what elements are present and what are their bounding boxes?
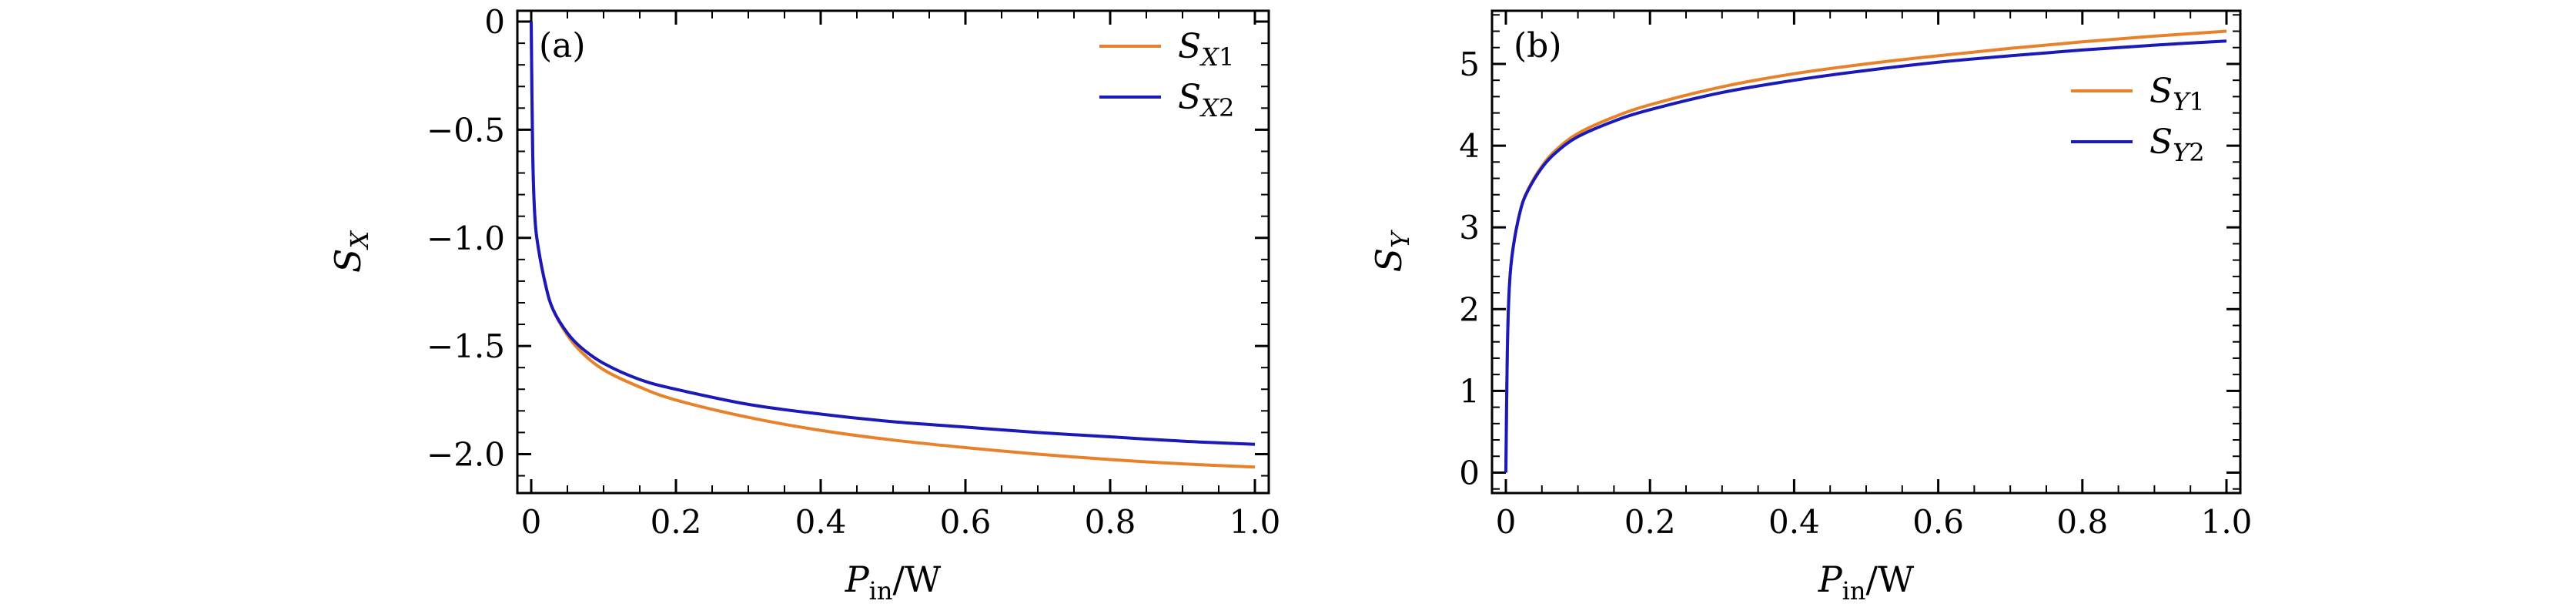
legend-label-sx2: SX2 (1178, 78, 1234, 122)
x-tick-label: 0.2 (1624, 503, 1676, 541)
x-axis-label: Pin/W (845, 559, 942, 606)
y-axis-label: SX (327, 230, 374, 273)
legend-label-sy2: SY2 (2149, 122, 2205, 167)
y-tick-label: 0 (1459, 454, 1480, 492)
x-tick-label: 0.6 (1912, 503, 1964, 541)
x-tick-label: 0 (521, 503, 542, 541)
y-tick-label: 1 (1459, 372, 1480, 410)
x-tick-label: 0.4 (1768, 503, 1820, 541)
x-tick-label: 1.0 (2201, 503, 2253, 541)
x-tick-label: 0.4 (795, 503, 847, 541)
panel-a: 0 0.2 0.4 0.6 0.8 1.0 0 −0.5 −1.0 −1.5 −2.0 SX1 SX2 (… (327, 3, 1280, 606)
y-tick-label: −1.5 (427, 327, 505, 365)
x-tick-label: 0 (1496, 503, 1517, 541)
legend-label-sx1: SX1 (1178, 27, 1234, 72)
y-tick-label: −2.0 (427, 435, 505, 473)
panel-label: (b) (1514, 26, 1562, 65)
series-line-sx2 (530, 21, 1256, 446)
y-tick-label: 2 (1459, 290, 1480, 328)
series-line-sy2 (1504, 39, 2227, 473)
x-axis-label: Pin/W (1818, 559, 1915, 606)
series-line-sx1 (530, 21, 1256, 469)
legend-label-sy1: SY1 (2149, 72, 2205, 116)
x-tick-label: 0.8 (2056, 503, 2108, 541)
x-tick-label: 0.2 (651, 503, 702, 541)
y-axis-label: SY (1368, 230, 1415, 273)
y-tick-label: −0.5 (427, 111, 505, 149)
x-tick-label: 1.0 (1229, 503, 1281, 541)
x-tick-label: 0.8 (1085, 503, 1136, 541)
y-tick-label: 0 (484, 3, 505, 41)
y-tick-label: 4 (1459, 127, 1480, 165)
plot-frame (1490, 9, 2242, 495)
y-tick-label: −1.0 (427, 220, 505, 257)
series-line-sy1 (1504, 29, 2227, 473)
x-tick-label: 0.6 (940, 503, 992, 541)
panel-b: 0 0.2 0.4 0.6 0.8 1.0 0 1 2 3 4 5 SY1 SY2 (b) Pin/W SY (1368, 9, 2253, 606)
y-tick-label: 3 (1459, 209, 1480, 247)
panel-label: (a) (539, 26, 586, 65)
y-tick-label: 5 (1459, 45, 1480, 83)
